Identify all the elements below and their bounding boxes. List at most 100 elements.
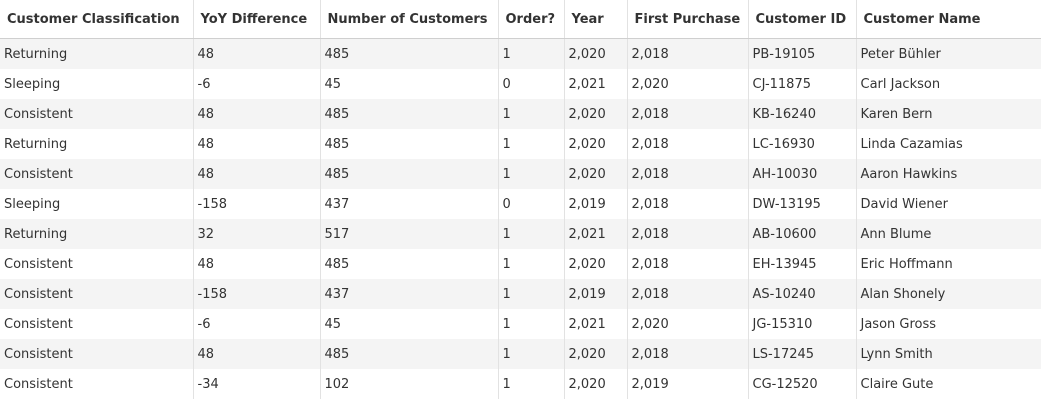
cell-year: 2,020 bbox=[564, 339, 628, 369]
cell-yoy-difference: 48 bbox=[193, 159, 321, 189]
cell-year: 2,019 bbox=[564, 189, 628, 219]
cell-customer-name: Alan Shonely bbox=[856, 279, 1041, 309]
cell-first-purchase: 2,018 bbox=[627, 339, 749, 369]
cell-number-of-customers: 485 bbox=[320, 129, 499, 159]
cell-customer-classification: Consistent bbox=[0, 249, 194, 279]
cell-number-of-customers: 45 bbox=[320, 309, 499, 339]
column-header-order[interactable]: Order? bbox=[498, 0, 565, 39]
cell-first-purchase: 2,018 bbox=[627, 38, 749, 69]
column-header-customer-name[interactable]: Customer Name bbox=[856, 0, 1041, 39]
cell-customer-id: AB-10600 bbox=[748, 219, 857, 249]
cell-yoy-difference: -6 bbox=[193, 69, 321, 99]
cell-number-of-customers: 437 bbox=[320, 189, 499, 219]
cell-first-purchase: 2,018 bbox=[627, 219, 749, 249]
table-row[interactable]: Returning 48 485 1 2,020 2,018 PB-19105 Peter B… bbox=[0, 38, 1041, 69]
cell-customer-id: CJ-11875 bbox=[748, 69, 857, 99]
cell-customer-classification: Consistent bbox=[0, 99, 194, 129]
cell-customer-name: Aaron Hawkins bbox=[856, 159, 1041, 189]
cell-year: 2,020 bbox=[564, 369, 628, 399]
header-row: Customer Classification YoY Difference N… bbox=[0, 0, 1041, 39]
table-row[interactable]: Consistent 48 485 1 2,020 2,018 LS-17245 Lynn S… bbox=[0, 339, 1041, 369]
cell-yoy-difference: 48 bbox=[193, 129, 321, 159]
table-row[interactable]: Sleeping -6 45 0 2,021 2,020 CJ-11875 Carl Jack… bbox=[0, 69, 1041, 99]
cell-order: 1 bbox=[498, 219, 565, 249]
cell-customer-classification: Sleeping bbox=[0, 69, 194, 99]
cell-first-purchase: 2,018 bbox=[627, 249, 749, 279]
cell-customer-name: Claire Gute bbox=[856, 369, 1041, 399]
cell-customer-classification: Consistent bbox=[0, 279, 194, 309]
cell-number-of-customers: 517 bbox=[320, 219, 499, 249]
cell-customer-id: DW-13195 bbox=[748, 189, 857, 219]
cell-order: 1 bbox=[498, 159, 565, 189]
cell-yoy-difference: 48 bbox=[193, 38, 321, 69]
cell-customer-name: Carl Jackson bbox=[856, 69, 1041, 99]
cell-customer-id: CG-12520 bbox=[748, 369, 857, 399]
cell-first-purchase: 2,020 bbox=[627, 69, 749, 99]
cell-customer-classification: Consistent bbox=[0, 369, 194, 399]
cell-customer-classification: Consistent bbox=[0, 339, 194, 369]
cell-customer-name: Karen Bern bbox=[856, 99, 1041, 129]
cell-yoy-difference: 48 bbox=[193, 339, 321, 369]
cell-first-purchase: 2,019 bbox=[627, 369, 749, 399]
cell-customer-id: JG-15310 bbox=[748, 309, 857, 339]
cell-order: 1 bbox=[498, 99, 565, 129]
cell-customer-name: Eric Hoffmann bbox=[856, 249, 1041, 279]
cell-customer-name: Peter Bühler bbox=[856, 38, 1041, 69]
cell-number-of-customers: 45 bbox=[320, 69, 499, 99]
cell-first-purchase: 2,018 bbox=[627, 129, 749, 159]
cell-yoy-difference: 48 bbox=[193, 99, 321, 129]
cell-first-purchase: 2,020 bbox=[627, 309, 749, 339]
cell-number-of-customers: 485 bbox=[320, 99, 499, 129]
cell-customer-id: LS-17245 bbox=[748, 339, 857, 369]
table-row[interactable]: Consistent 48 485 1 2,020 2,018 KB-16240 Karen … bbox=[0, 99, 1041, 129]
column-header-number-of-customers[interactable]: Number of Customers bbox=[320, 0, 499, 39]
cell-first-purchase: 2,018 bbox=[627, 189, 749, 219]
cell-first-purchase: 2,018 bbox=[627, 99, 749, 129]
cell-customer-classification: Returning bbox=[0, 219, 194, 249]
cell-year: 2,020 bbox=[564, 38, 628, 69]
cell-customer-id: LC-16930 bbox=[748, 129, 857, 159]
column-header-customer-id[interactable]: Customer ID bbox=[748, 0, 857, 39]
cell-order: 0 bbox=[498, 69, 565, 99]
cell-order: 1 bbox=[498, 279, 565, 309]
cell-number-of-customers: 102 bbox=[320, 369, 499, 399]
cell-customer-name: Ann Blume bbox=[856, 219, 1041, 249]
cell-first-purchase: 2,018 bbox=[627, 279, 749, 309]
cell-yoy-difference: -158 bbox=[193, 279, 321, 309]
table-body: Returning 48 485 1 2,020 2,018 PB-19105 Peter B… bbox=[0, 38, 1041, 399]
cell-year: 2,021 bbox=[564, 219, 628, 249]
cell-first-purchase: 2,018 bbox=[627, 159, 749, 189]
column-header-year[interactable]: Year bbox=[564, 0, 628, 39]
cell-order: 1 bbox=[498, 129, 565, 159]
table-row[interactable]: Sleeping -158 437 0 2,019 2,018 DW-13195 David … bbox=[0, 189, 1041, 219]
cell-year: 2,020 bbox=[564, 129, 628, 159]
cell-yoy-difference: -34 bbox=[193, 369, 321, 399]
table-row[interactable]: Consistent -158 437 1 2,019 2,018 AS-10240 Alan… bbox=[0, 279, 1041, 309]
cell-order: 1 bbox=[498, 369, 565, 399]
table-row[interactable]: Consistent 48 485 1 2,020 2,018 EH-13945 Eric H… bbox=[0, 249, 1041, 279]
cell-year: 2,020 bbox=[564, 159, 628, 189]
column-header-customer-classification[interactable]: Customer Classification bbox=[0, 0, 194, 39]
cell-customer-name: Jason Gross bbox=[856, 309, 1041, 339]
cell-customer-classification: Consistent bbox=[0, 159, 194, 189]
column-header-yoy-difference[interactable]: YoY Difference bbox=[193, 0, 321, 39]
cell-year: 2,021 bbox=[564, 309, 628, 339]
table-row[interactable]: Consistent 48 485 1 2,020 2,018 AH-10030 Aaron … bbox=[0, 159, 1041, 189]
cell-customer-classification: Returning bbox=[0, 129, 194, 159]
table-row[interactable]: Consistent -6 45 1 2,021 2,020 JG-15310 Jason G… bbox=[0, 309, 1041, 339]
cell-year: 2,019 bbox=[564, 279, 628, 309]
cell-customer-classification: Consistent bbox=[0, 309, 194, 339]
cell-customer-id: AS-10240 bbox=[748, 279, 857, 309]
cell-customer-classification: Sleeping bbox=[0, 189, 194, 219]
cell-order: 1 bbox=[498, 309, 565, 339]
cell-yoy-difference: 32 bbox=[193, 219, 321, 249]
cell-customer-id: AH-10030 bbox=[748, 159, 857, 189]
column-header-first-purchase[interactable]: First Purchase bbox=[627, 0, 749, 39]
table-row[interactable]: Returning 32 517 1 2,021 2,018 AB-10600 Ann Blu… bbox=[0, 219, 1041, 249]
cell-yoy-difference: -158 bbox=[193, 189, 321, 219]
table-row[interactable]: Returning 48 485 1 2,020 2,018 LC-16930 Linda C… bbox=[0, 129, 1041, 159]
cell-yoy-difference: 48 bbox=[193, 249, 321, 279]
cell-number-of-customers: 437 bbox=[320, 279, 499, 309]
table-row[interactable]: Consistent -34 102 1 2,020 2,019 CG-12520 Clair… bbox=[0, 369, 1041, 399]
